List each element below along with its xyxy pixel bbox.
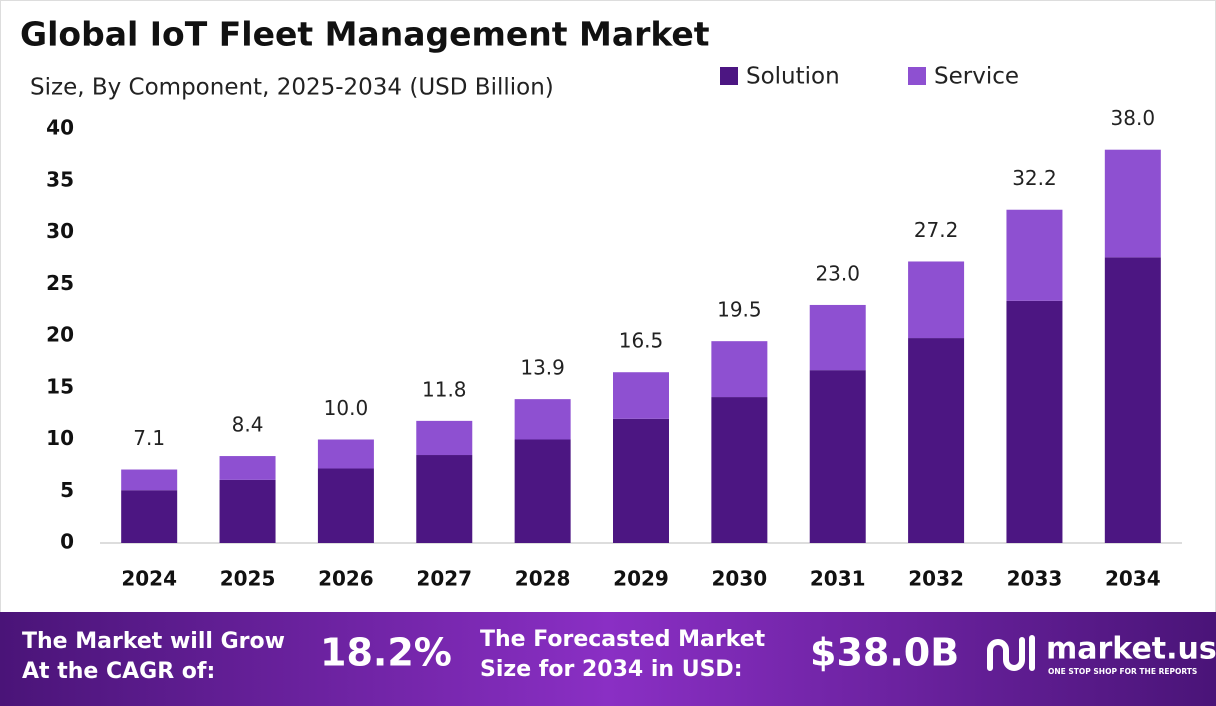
legend-swatch: [908, 67, 926, 85]
chart-subtitle: Size, By Component, 2025-2034 (USD Billi…: [30, 75, 554, 101]
bar-segment: [121, 490, 178, 543]
y-tick-label: 25: [46, 271, 74, 295]
bar-segment: [809, 304, 866, 371]
bar-segment: [416, 455, 473, 543]
x-tick-label: 2025: [220, 567, 276, 591]
total-label: 11.8: [422, 377, 467, 401]
x-tick-label: 2029: [613, 567, 669, 591]
bar-segment: [416, 420, 473, 456]
total-label: 16.5: [619, 329, 664, 353]
total-label: 19.5: [717, 298, 762, 322]
bar-segment: [809, 370, 866, 543]
bar-segment: [908, 338, 965, 543]
cagr-label: At the CAGR of:: [22, 659, 215, 684]
bar-segment: [908, 261, 965, 339]
total-label: 38.0: [1111, 106, 1156, 130]
forecast-label: The Forecasted Market: [480, 627, 766, 652]
bar-segment: [514, 399, 571, 440]
footer: The Market will Grow At the CAGR of: 18.…: [22, 627, 1216, 684]
bar-segment: [1104, 257, 1161, 543]
chart-title: Global IoT Fleet Management Market: [20, 15, 710, 54]
bar-segment: [613, 418, 669, 543]
forecast-value: $38.0B: [810, 631, 959, 675]
footer-band: [0, 612, 1216, 706]
x-tick-label: 2030: [712, 567, 768, 591]
cagr-label: The Market will Grow: [22, 629, 285, 654]
x-tick-label: 2027: [416, 567, 472, 591]
x-tick-label: 2028: [515, 567, 571, 591]
bar-segment: [121, 469, 178, 491]
total-label: 7.1: [133, 426, 165, 450]
bar-segment: [1006, 209, 1063, 301]
bar-segment: [711, 397, 768, 543]
bar-segment: [1006, 300, 1063, 543]
x-tick-label: 2031: [810, 567, 866, 591]
y-tick-label: 10: [46, 426, 74, 450]
bar-segment: [613, 372, 669, 419]
forecast-label: Size for 2034 in USD:: [480, 657, 743, 682]
y-tick-label: 15: [46, 374, 74, 398]
y-tick-label: 30: [46, 219, 74, 243]
total-label: 23.0: [815, 261, 860, 285]
y-tick-label: 20: [46, 323, 74, 347]
bar-segment: [219, 456, 276, 480]
y-tick-label: 0: [60, 530, 74, 554]
total-label: 27.2: [914, 218, 959, 242]
total-label: 13.9: [520, 356, 565, 380]
x-tick-label: 2026: [318, 567, 374, 591]
x-tick-label: 2034: [1105, 567, 1161, 591]
x-tick-label: 2024: [121, 567, 177, 591]
bar-segment: [711, 341, 768, 398]
y-tick-label: 35: [46, 167, 74, 191]
cagr-value: 18.2%: [320, 631, 452, 675]
legend-label: Service: [934, 64, 1019, 90]
bar-segment: [317, 439, 374, 469]
legend-label: Solution: [746, 64, 840, 90]
bar-segment: [514, 439, 571, 543]
legend-swatch: [720, 67, 738, 85]
total-label: 32.2: [1012, 166, 1057, 190]
bar-segment: [317, 468, 374, 543]
x-tick-label: 2032: [908, 567, 964, 591]
brand-logo: [987, 635, 1035, 671]
total-label: 8.4: [232, 413, 264, 437]
x-tick-label: 2033: [1007, 567, 1063, 591]
bar-segment: [219, 479, 276, 543]
brand: market.us: [1046, 632, 1216, 667]
tagline: ONE STOP SHOP FOR THE REPORTS: [1048, 667, 1197, 676]
y-tick-label: 40: [46, 116, 74, 140]
total-label: 10.0: [324, 396, 369, 420]
y-tick-label: 5: [60, 478, 74, 502]
bar-segment: [1104, 149, 1161, 258]
